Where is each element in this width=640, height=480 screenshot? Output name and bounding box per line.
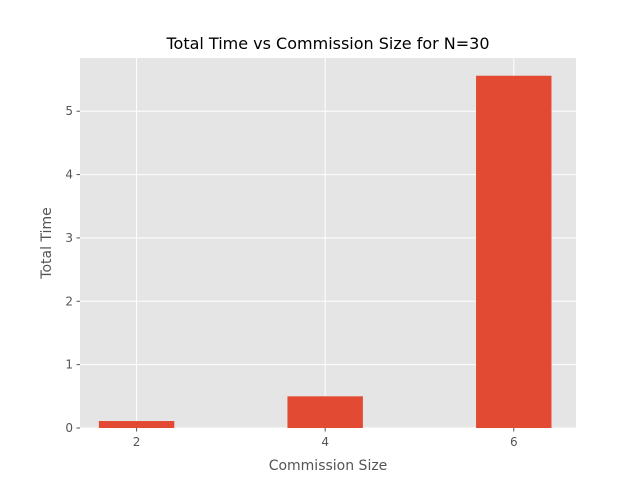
x-tick-label: 2 [133,435,141,449]
x-tick-label: 6 [510,435,518,449]
x-tick-label: 4 [321,435,329,449]
y-tick-label: 0 [65,421,73,435]
y-axis-ticks: 0 1 2 3 4 5 [65,104,80,435]
y-tick-label: 5 [65,104,73,118]
y-axis-label: Total Time [39,207,55,279]
x-axis-ticks: 2 4 6 [133,428,518,449]
bars [98,75,552,429]
x-axis-label: Commission Size [269,458,388,474]
chart-title: Total Time vs Commission Size for N=30 [165,34,489,53]
bar [476,75,552,429]
bar [98,421,175,428]
y-tick-label: 3 [65,231,73,245]
y-tick-label: 2 [65,294,73,308]
bar [287,396,363,428]
y-tick-label: 1 [65,358,73,372]
y-tick-label: 4 [65,168,73,182]
